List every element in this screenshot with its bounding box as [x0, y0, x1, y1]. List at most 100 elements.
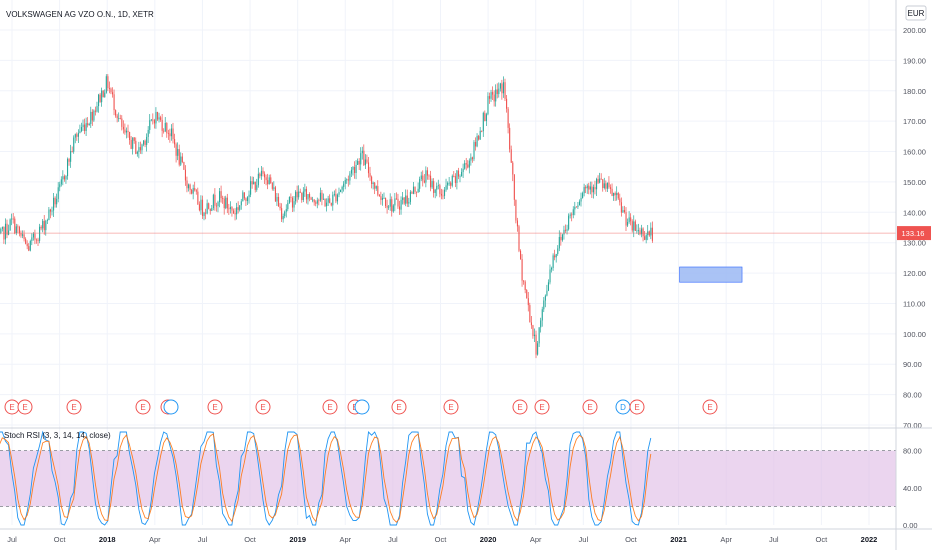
candle-body: [305, 188, 308, 200]
candle-body: [412, 186, 415, 194]
candle-body: [110, 88, 112, 93]
candle-body: [490, 92, 492, 99]
candle-body: [437, 185, 439, 187]
candle-body: [316, 200, 318, 204]
event-marker-label: E: [539, 403, 544, 412]
candle-body: [409, 192, 411, 202]
time-tick-label: 2018: [99, 535, 116, 544]
candle-body: [129, 131, 131, 140]
candle-body: [63, 176, 65, 180]
event-marker[interactable]: E: [66, 399, 82, 415]
candle-body: [422, 175, 424, 181]
event-marker[interactable]: E: [702, 399, 718, 415]
event-marker[interactable]: E: [391, 399, 407, 415]
event-marker[interactable]: E: [582, 399, 598, 415]
candle-body: [552, 255, 554, 268]
currency-label: EUR: [908, 9, 925, 18]
candle-body: [631, 221, 633, 231]
candle-body: [394, 198, 396, 206]
event-marker[interactable]: E: [629, 399, 645, 415]
candle-body: [350, 169, 352, 174]
candle-body: [214, 194, 216, 206]
candle-body: [236, 207, 238, 215]
candle-body: [225, 197, 227, 209]
candle-body: [200, 199, 202, 211]
candle-body: [94, 110, 97, 112]
event-marker[interactable]: E: [322, 399, 338, 415]
candle-body: [627, 222, 629, 226]
time-tick-label: 2019: [289, 535, 306, 544]
candle-body: [408, 201, 410, 204]
event-marker[interactable]: E: [135, 399, 151, 415]
time-tick-label: Apr: [530, 535, 542, 544]
candle-body: [641, 228, 643, 235]
candle-body: [181, 156, 183, 162]
candle-body: [377, 186, 379, 195]
candle-body: [122, 126, 124, 130]
candle-body: [53, 197, 55, 211]
candle-body: [347, 179, 349, 181]
time-tick-label: 2020: [480, 535, 497, 544]
event-marker-label: D: [620, 403, 626, 412]
candle-body: [37, 239, 39, 241]
candle-body: [262, 170, 264, 174]
candle-body: [358, 160, 360, 165]
event-marker[interactable]: E: [4, 399, 20, 415]
event-marker-label: E: [260, 403, 265, 412]
event-marker[interactable]: E: [443, 399, 459, 415]
time-tick-label: Jul: [198, 535, 208, 544]
candle-body: [385, 197, 387, 206]
event-marker[interactable]: E: [255, 399, 271, 415]
candle-body: [239, 205, 241, 210]
event-marker[interactable]: E: [534, 399, 550, 415]
candle-body: [232, 210, 235, 214]
earnings-marker: [443, 399, 459, 415]
candle-body: [637, 230, 640, 232]
candle-body: [574, 206, 576, 210]
candle-body: [222, 198, 224, 199]
event-marker[interactable]: E: [512, 399, 528, 415]
candle-body: [482, 112, 484, 132]
candle-body: [388, 206, 390, 208]
candle-body: [125, 130, 128, 133]
currency-button[interactable]: [905, 5, 927, 21]
candle-body: [589, 186, 591, 190]
candle-body: [439, 185, 441, 194]
candle-body: [428, 175, 430, 177]
candle-body: [40, 226, 42, 229]
candle-body: [73, 137, 75, 152]
event-marker[interactable]: [354, 399, 370, 415]
event-marker[interactable]: [163, 399, 179, 415]
candle-body: [591, 186, 593, 193]
candle-body: [513, 174, 515, 200]
candle-body: [600, 178, 602, 180]
event-marker-label: E: [212, 403, 217, 412]
candle-body: [183, 161, 185, 170]
overlays: 133.16: [0, 226, 931, 283]
candle-body: [29, 240, 31, 251]
candle-body: [580, 197, 582, 202]
candle-body: [329, 198, 331, 203]
event-marker[interactable]: E: [207, 399, 223, 415]
candle-body: [23, 234, 25, 239]
candle-body: [256, 185, 258, 190]
candle-body: [90, 111, 92, 125]
candle-body: [533, 334, 536, 337]
candle-body: [57, 187, 59, 199]
candle-body: [515, 199, 517, 221]
event-marker-label: E: [634, 403, 639, 412]
event-markers[interactable]: EEEEEEEEEEEEEEDEE: [4, 399, 718, 415]
candle-body: [149, 120, 151, 130]
event-marker[interactable]: D: [615, 399, 631, 415]
candle-body: [538, 327, 540, 344]
candle-body: [633, 221, 635, 231]
candle-body: [161, 119, 163, 131]
candle-body: [575, 206, 577, 208]
candle-body: [267, 180, 269, 185]
earnings-marker: [702, 399, 718, 415]
event-marker[interactable]: E: [17, 399, 33, 415]
candle-body: [146, 136, 148, 145]
candle-body: [104, 92, 106, 98]
